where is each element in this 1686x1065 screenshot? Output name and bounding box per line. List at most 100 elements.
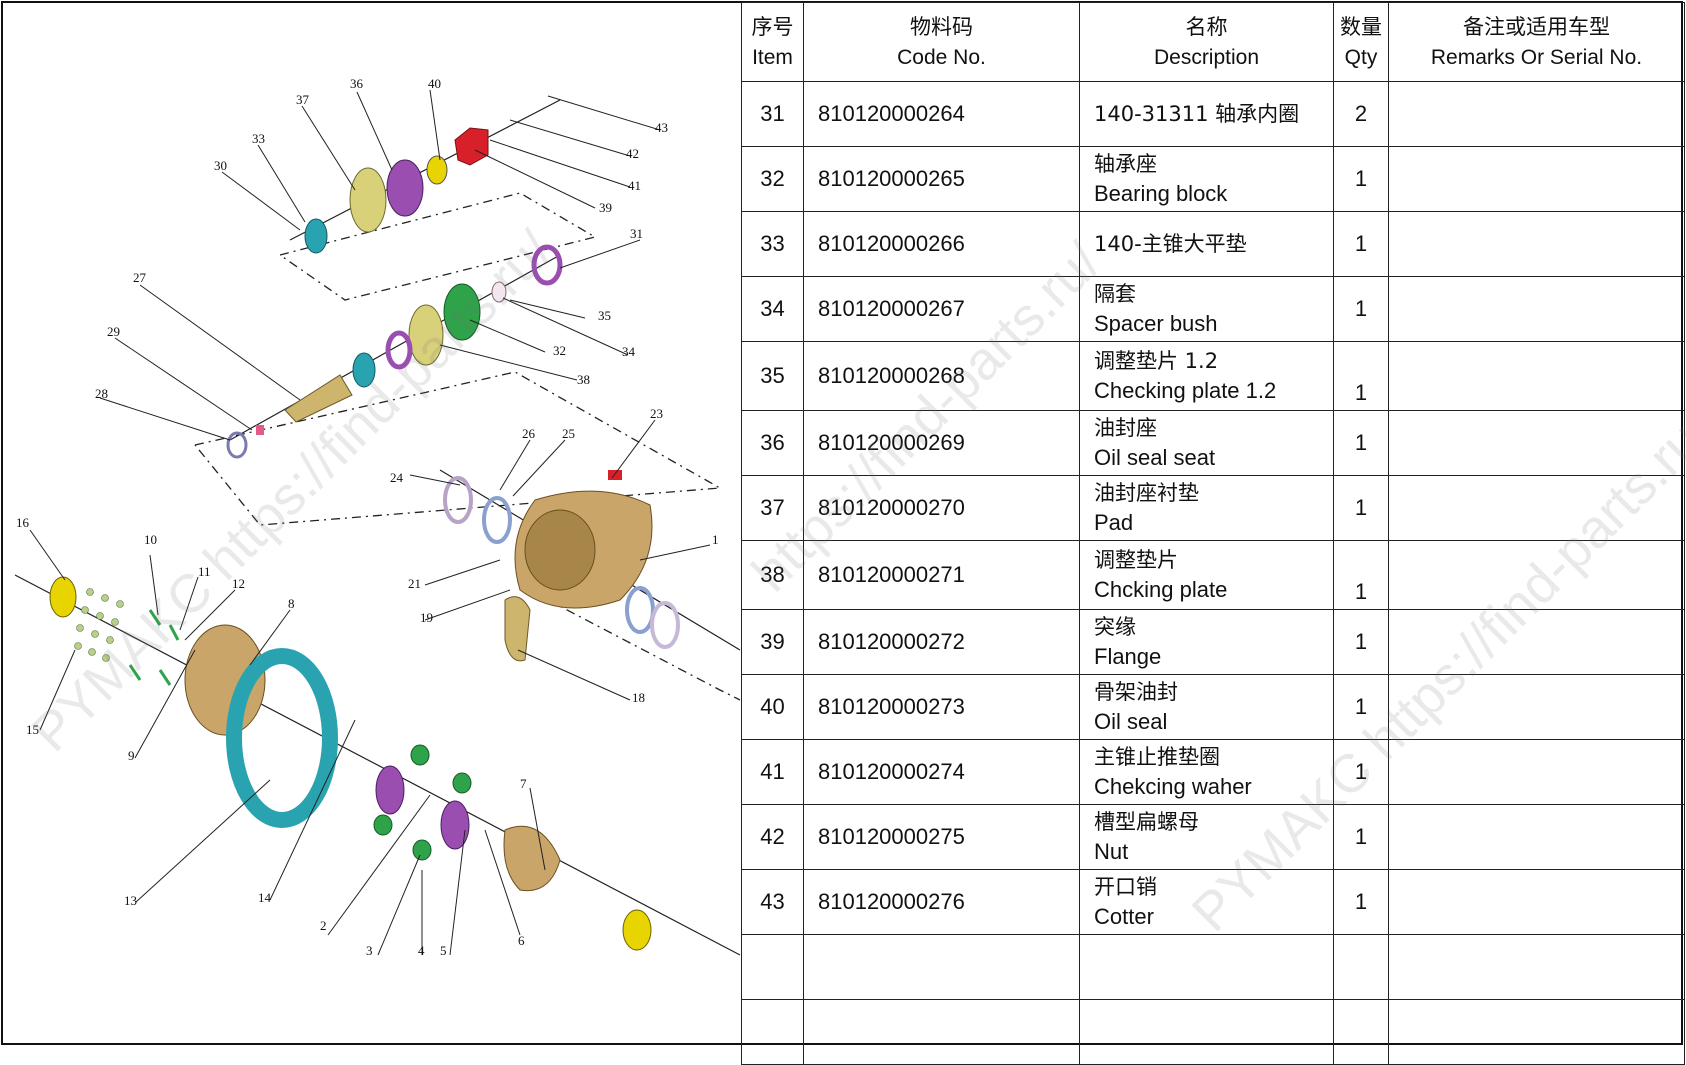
header-qty-en: Qty xyxy=(1344,45,1378,69)
part-gear-2 xyxy=(375,765,405,815)
part-bearing-right xyxy=(622,909,652,951)
header-desc-zh: 名称 xyxy=(1185,14,1228,39)
callout-16: 16 xyxy=(16,515,30,530)
callout-3: 3 xyxy=(366,943,373,958)
exploded-diagram: 43 42 41 40 39 36 37 33 30 31 35 34 32 3… xyxy=(0,0,741,1048)
cell-code: 810120000274 xyxy=(803,739,1080,805)
callout-32: 32 xyxy=(553,343,566,358)
cell-description: 开口销 Cotter xyxy=(1079,869,1334,935)
callout-35: 35 xyxy=(598,308,611,323)
callout-15: 15 xyxy=(26,722,39,737)
cell-qty: 1 xyxy=(1333,739,1389,805)
header-code-en: Code No. xyxy=(897,45,986,69)
cell-description: 隔套 Spacer bush xyxy=(1079,276,1334,342)
cell-code: 810120000275 xyxy=(803,804,1080,870)
description-en: Chcking plate xyxy=(1094,577,1228,602)
cell-remarks xyxy=(1388,146,1685,212)
header-item: 序号 Item xyxy=(741,2,804,82)
callout-7: 7 xyxy=(520,776,527,791)
part-ring-21 xyxy=(482,496,512,544)
description-zh: 调整垫片 xyxy=(1094,548,1178,572)
part-housing-1 xyxy=(514,490,653,609)
cell-code: 810120000276 xyxy=(803,869,1080,935)
table-row: 38 810120000271 调整垫片 Chcking plate 1 xyxy=(741,540,1685,610)
cell-code: 810120000271 xyxy=(803,540,1080,610)
callout-26: 26 xyxy=(522,426,536,441)
header-desc-en: Description xyxy=(1153,45,1260,69)
callout-34: 34 xyxy=(622,344,636,359)
description-en: Checking plate 1.2 xyxy=(1094,378,1277,403)
callout-9: 9 xyxy=(128,748,135,763)
cell-qty: 1 xyxy=(1333,341,1389,411)
cell-item: 39 xyxy=(741,609,804,675)
cell-item: 41 xyxy=(741,739,804,805)
part-planet-a xyxy=(410,744,430,766)
part-key-29 xyxy=(256,425,264,435)
callout-39: 39 xyxy=(599,200,612,215)
cell-qty: 1 xyxy=(1333,869,1389,935)
cell-remarks xyxy=(1388,475,1685,541)
cell-remarks xyxy=(1388,341,1685,411)
callout-24: 24 xyxy=(390,470,404,485)
callout-2: 2 xyxy=(320,918,327,933)
part-case-7 xyxy=(503,825,561,892)
callout-18: 18 xyxy=(632,690,645,705)
header-item-zh: 序号 xyxy=(751,14,794,39)
part-ring-31 xyxy=(531,244,563,286)
cell-qty: 1 xyxy=(1333,146,1389,212)
callout-23: 23 xyxy=(650,406,663,421)
part-balls-15 xyxy=(74,588,124,662)
description-zh: 油封座 xyxy=(1094,416,1157,440)
cell-item: 34 xyxy=(741,276,804,342)
header-remarks-zh: 备注或适用车型 xyxy=(1463,14,1610,39)
cell-description: 主锥止推垫圈 Chekcing waher xyxy=(1079,739,1334,805)
description-en: Bearing block xyxy=(1094,181,1228,206)
part-bearing-30 xyxy=(304,218,328,254)
cell-item: 37 xyxy=(741,475,804,541)
table-row: 35 810120000268 调整垫片 1.2 Checking plate 1.2… xyxy=(741,341,1685,411)
cell-item: 32 xyxy=(741,146,804,212)
table-header-row: 序号 Item 物料码 Code No. 名称 Description 数量 Qty 备… xyxy=(741,2,1685,82)
cell-code xyxy=(803,999,1080,1065)
cell-code: 810120000265 xyxy=(803,146,1080,212)
table-row: 33 810120000266 140-主锥大平垫 1 xyxy=(741,211,1685,277)
part-oil-seal-40 xyxy=(426,155,448,185)
callout-21: 21 xyxy=(408,576,421,591)
callout-36: 36 xyxy=(350,76,364,91)
part-ring-right-2 xyxy=(650,601,680,649)
description-en: Cotter xyxy=(1094,904,1154,929)
cell-qty: 1 xyxy=(1333,211,1389,277)
table-row: 40 810120000273 骨架油封 Oil seal 1 xyxy=(741,674,1685,740)
callout-27: 27 xyxy=(133,270,147,285)
table-row: 31 810120000264 140-31311 轴承内圈 2 xyxy=(741,81,1685,147)
callout-4: 4 xyxy=(418,943,425,958)
exploded-diagram-svg: 43 42 41 40 39 36 37 33 30 31 35 34 32 3… xyxy=(14,76,741,958)
part-bearing-16 xyxy=(49,576,77,618)
cell-qty: 1 xyxy=(1333,674,1389,740)
callout-42: 42 xyxy=(626,146,639,161)
cell-description: 140-31311 轴承内圈 xyxy=(1079,81,1334,147)
description-zh: 主锥止推垫圈 xyxy=(1094,745,1220,769)
description-zh: 隔套 xyxy=(1094,282,1136,306)
description-en: Oil seal xyxy=(1094,709,1168,734)
cell-qty: 1 xyxy=(1333,410,1389,476)
cell-code: 810120000270 xyxy=(803,475,1080,541)
cell-item: 31 xyxy=(741,81,804,147)
table-row: 39 810120000272 突缘 Flange 1 xyxy=(741,609,1685,675)
description-en: Nut xyxy=(1094,839,1129,864)
callout-11: 11 xyxy=(198,564,211,579)
table-row: 36 810120000269 油封座 Oil seal seat 1 xyxy=(741,410,1685,476)
part-bearing-34 xyxy=(352,352,376,388)
table-row xyxy=(741,999,1685,1065)
cell-qty: 1 xyxy=(1333,475,1389,541)
cell-item: 35 xyxy=(741,341,804,411)
cell-qty: 2 xyxy=(1333,81,1389,147)
part-planet-3 xyxy=(412,839,432,861)
cell-remarks xyxy=(1388,869,1685,935)
table-row: 43 810120000276 开口销 Cotter 1 xyxy=(741,869,1685,935)
header-qty-zh: 数量 xyxy=(1340,14,1382,39)
callout-10: 10 xyxy=(144,532,157,547)
cell-description: 调整垫片 Chcking plate xyxy=(1079,540,1334,610)
cell-remarks xyxy=(1388,934,1685,1000)
callout-14: 14 xyxy=(258,890,272,905)
